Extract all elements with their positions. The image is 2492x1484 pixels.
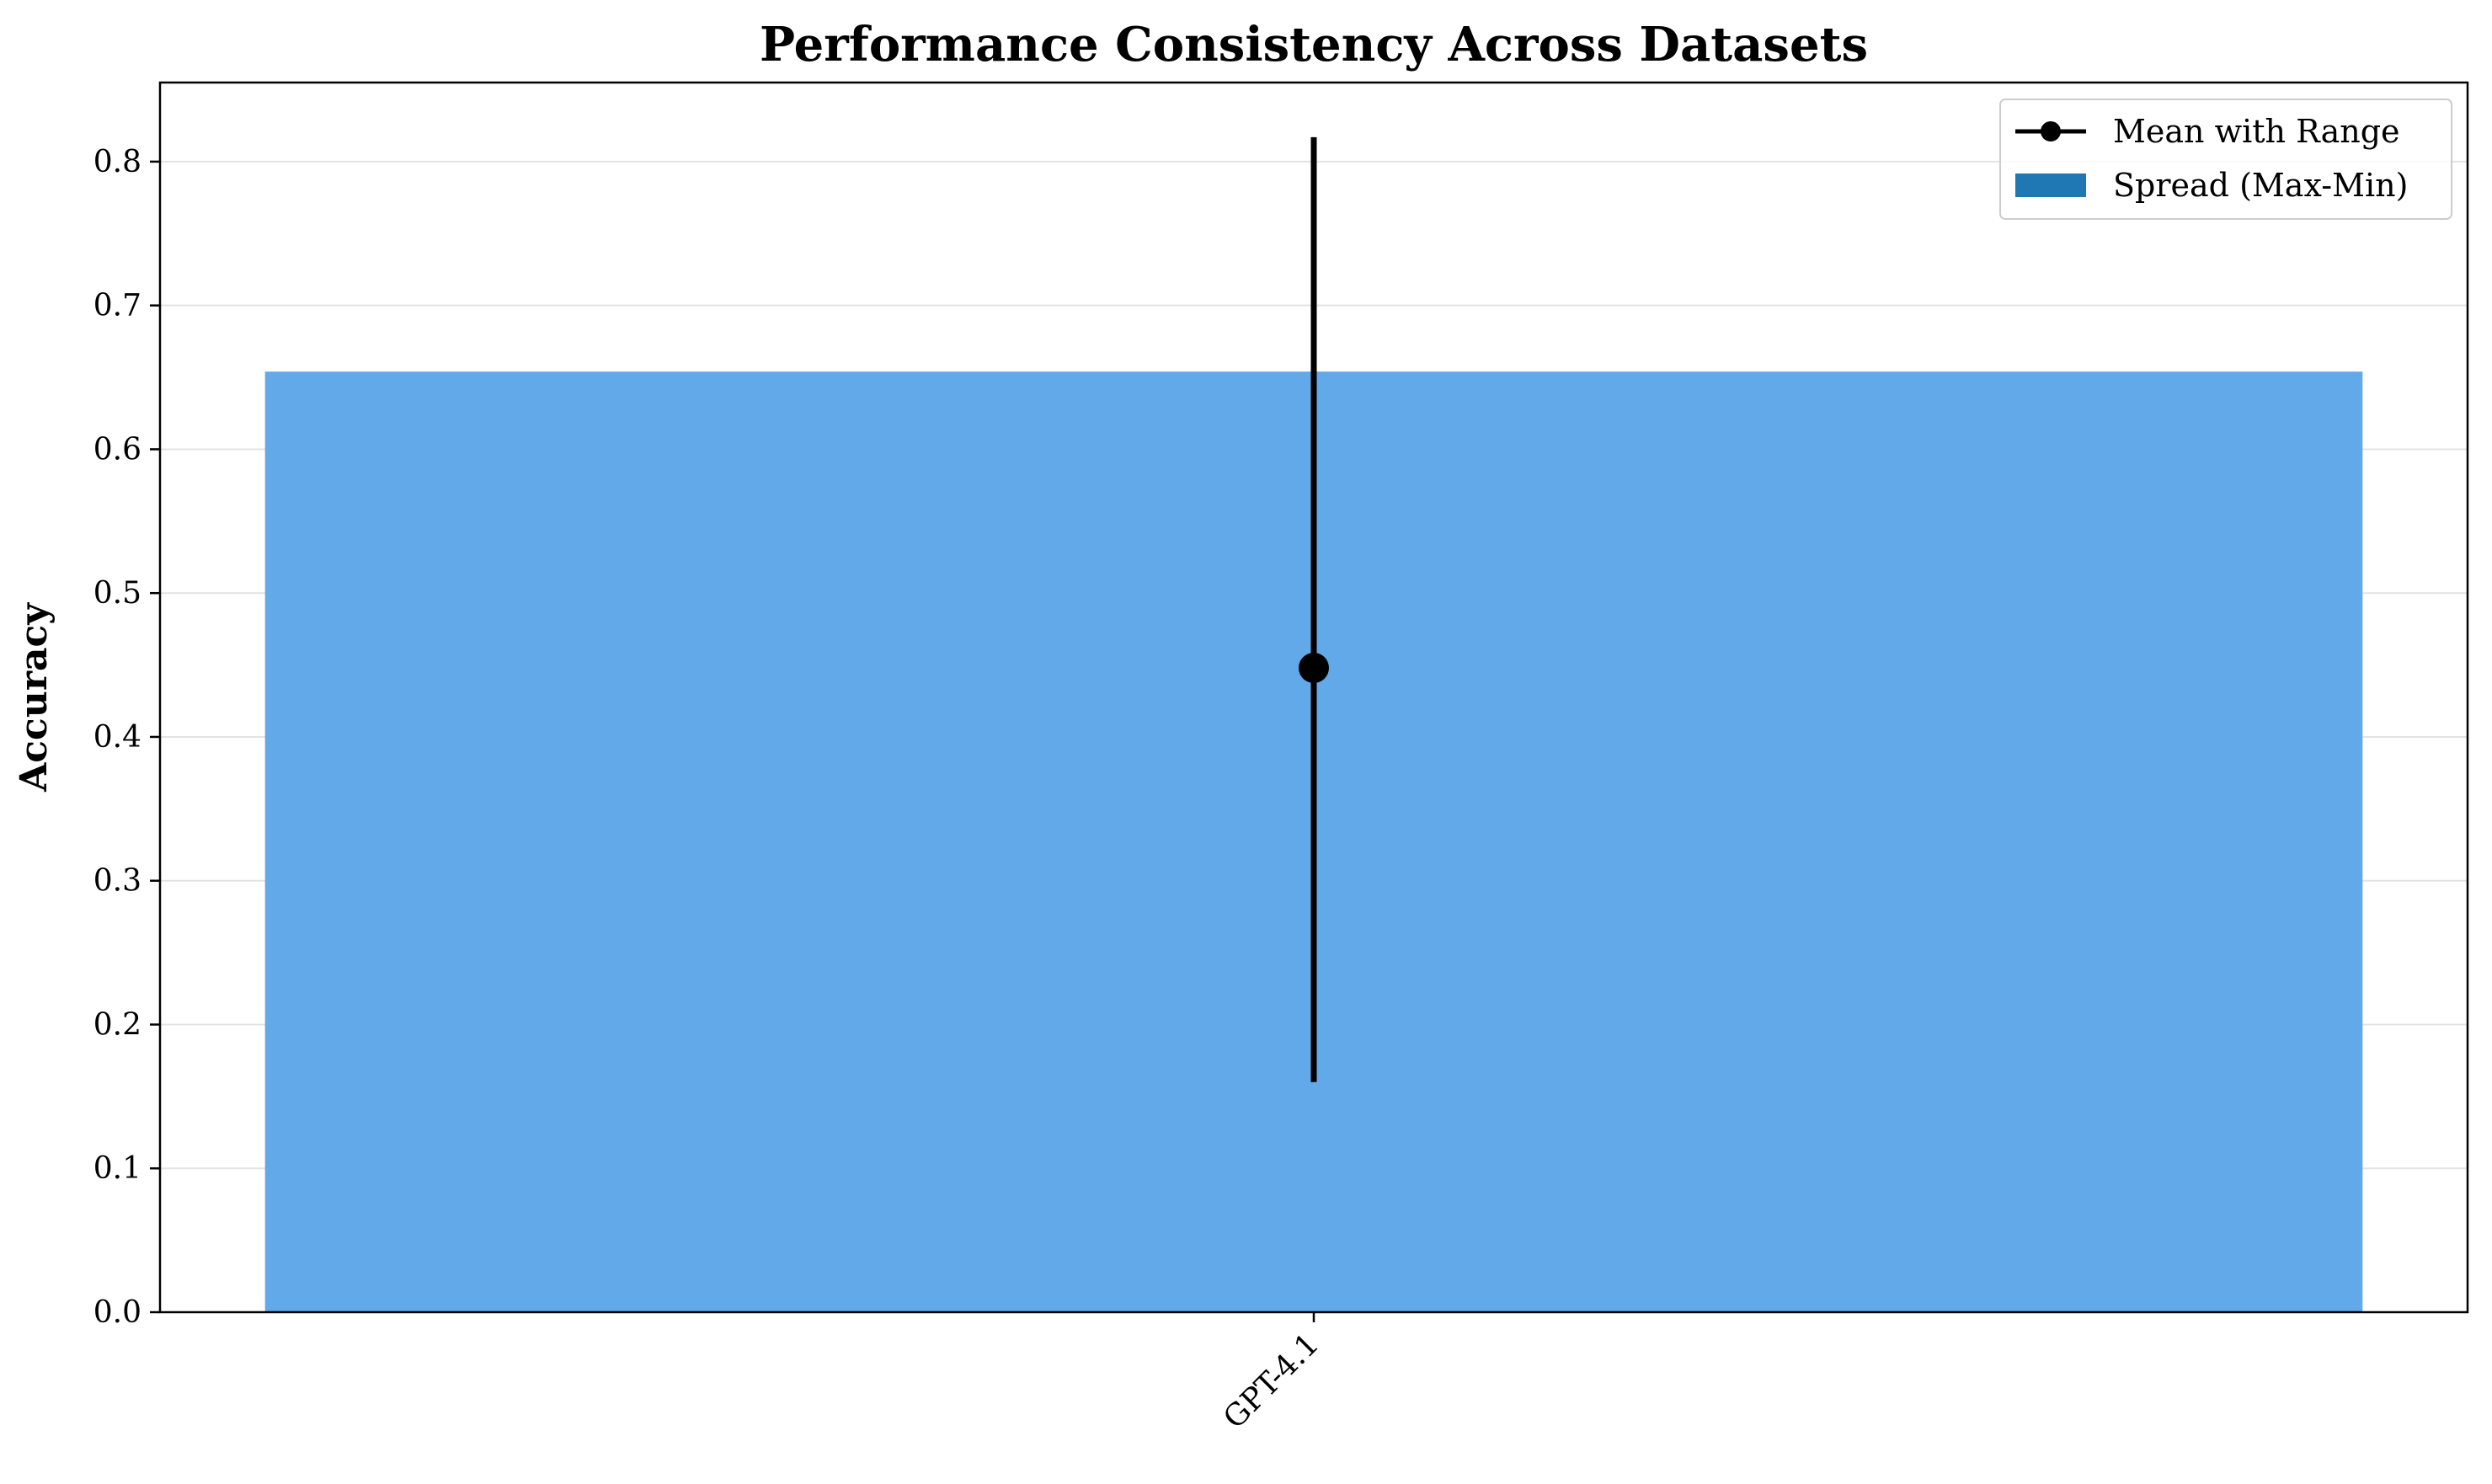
y-tick-label: 0.8 bbox=[93, 145, 141, 179]
y-axis-label: Accuracy bbox=[13, 602, 56, 793]
y-tick-label: 0.2 bbox=[93, 1007, 141, 1042]
legend-spread-label: Spread (Max-Min) bbox=[2113, 167, 2408, 204]
legend-box bbox=[1999, 99, 2452, 220]
y-tick-label: 0.3 bbox=[93, 864, 141, 899]
mean-marker bbox=[1299, 652, 1329, 683]
x-axis: GPT-4.1 bbox=[1217, 1312, 1326, 1436]
y-tick-label: 0.5 bbox=[93, 576, 141, 611]
y-tick-label: 0.7 bbox=[93, 289, 141, 323]
legend-spread-swatch bbox=[2015, 173, 2086, 197]
chart-title: Performance Consistency Across Datasets bbox=[760, 17, 1868, 72]
legend: Mean with Range Spread (Max-Min) bbox=[1999, 99, 2452, 220]
y-tick-label: 0.0 bbox=[93, 1295, 141, 1330]
x-tick-label: GPT-4.1 bbox=[1217, 1327, 1326, 1435]
y-tick-label: 0.1 bbox=[93, 1151, 141, 1186]
legend-mean-marker bbox=[2041, 121, 2061, 141]
y-tick-label: 0.6 bbox=[93, 432, 141, 467]
y-axis: 0.0 0.1 0.2 0.3 0.4 0.5 0.6 0.7 0.8 bbox=[93, 145, 160, 1330]
y-tick-label: 0.4 bbox=[93, 720, 141, 755]
legend-mean-label: Mean with Range bbox=[2113, 113, 2400, 150]
range-layer bbox=[1299, 136, 1329, 1082]
